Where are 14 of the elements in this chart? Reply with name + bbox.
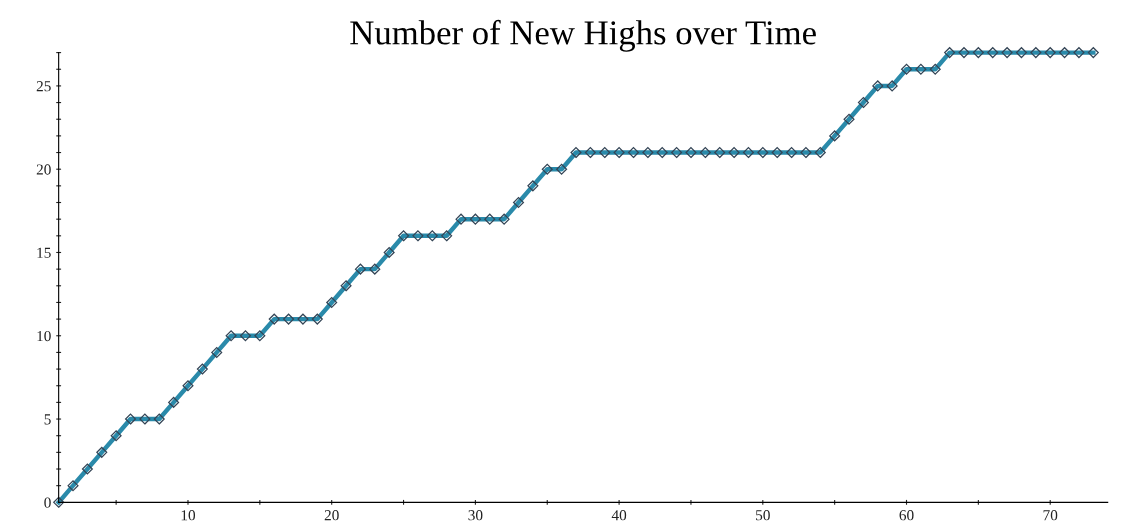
y-tick-label: 0 <box>44 497 51 508</box>
y-tick-label: 5 <box>44 414 51 425</box>
y-tick-label: 15 <box>37 247 51 258</box>
x-tick-label: 70 <box>1043 510 1058 521</box>
x-tick-label: 40 <box>611 510 627 521</box>
y-tick-label: 10 <box>37 330 51 342</box>
y-tick-label: 25 <box>36 81 51 92</box>
x-tick-label: 30 <box>468 510 483 521</box>
x-tick-label: 10 <box>181 510 196 521</box>
y-tick-label: 20 <box>36 164 51 175</box>
x-tick-label: 20 <box>324 510 339 521</box>
x-tick-label: 60 <box>899 510 914 521</box>
x-tick-label: 50 <box>756 510 770 521</box>
chart-title: Number of New Highs over Time <box>350 19 816 52</box>
